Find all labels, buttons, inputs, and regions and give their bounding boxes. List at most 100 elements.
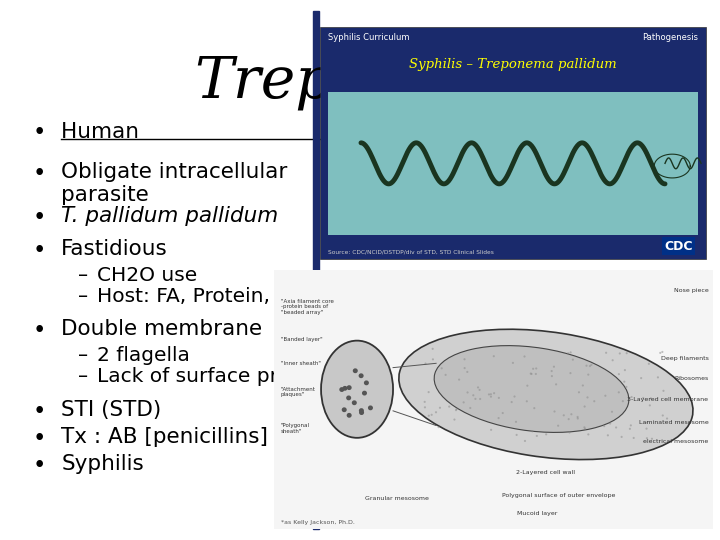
Text: –: –	[78, 367, 88, 386]
Ellipse shape	[630, 424, 632, 427]
Ellipse shape	[605, 352, 607, 354]
Text: T. pallidum pallidum: T. pallidum pallidum	[61, 206, 279, 226]
Ellipse shape	[432, 358, 434, 360]
Ellipse shape	[557, 424, 559, 427]
Ellipse shape	[343, 386, 348, 391]
Ellipse shape	[622, 400, 624, 402]
Ellipse shape	[660, 352, 662, 354]
Text: electrical mesosome: electrical mesosome	[643, 438, 708, 443]
Text: 2 flagella: 2 flagella	[97, 346, 190, 365]
Ellipse shape	[645, 422, 647, 424]
Ellipse shape	[583, 426, 585, 428]
Bar	[274, 270, 713, 529]
Text: –: –	[78, 266, 88, 285]
Ellipse shape	[551, 370, 553, 372]
Ellipse shape	[425, 362, 427, 365]
Text: Deep filaments: Deep filaments	[660, 356, 708, 361]
Ellipse shape	[631, 396, 633, 398]
Text: 2-Layered cell wall: 2-Layered cell wall	[516, 470, 575, 475]
Ellipse shape	[530, 373, 532, 375]
Ellipse shape	[607, 434, 609, 436]
Text: Syphilis: Syphilis	[61, 454, 144, 474]
Ellipse shape	[555, 383, 557, 386]
Ellipse shape	[359, 410, 364, 415]
Ellipse shape	[523, 355, 526, 357]
Text: –: –	[78, 287, 88, 306]
Ellipse shape	[431, 348, 433, 350]
Ellipse shape	[513, 395, 516, 397]
Ellipse shape	[488, 393, 490, 395]
Ellipse shape	[624, 381, 626, 383]
Ellipse shape	[342, 407, 347, 412]
Ellipse shape	[588, 433, 590, 435]
Text: •: •	[33, 206, 46, 230]
Ellipse shape	[448, 406, 450, 408]
Ellipse shape	[618, 373, 620, 375]
Ellipse shape	[359, 408, 364, 413]
Ellipse shape	[657, 376, 659, 379]
Ellipse shape	[516, 434, 518, 436]
Ellipse shape	[469, 407, 472, 409]
Ellipse shape	[439, 407, 441, 409]
Text: CDC: CDC	[664, 240, 693, 253]
Ellipse shape	[456, 408, 458, 410]
Ellipse shape	[535, 367, 537, 369]
Bar	[320, 27, 706, 259]
Text: "Attachment
plaques": "Attachment plaques"	[281, 387, 315, 397]
Ellipse shape	[368, 406, 373, 410]
Ellipse shape	[346, 385, 351, 390]
Text: •: •	[33, 122, 46, 145]
Ellipse shape	[464, 367, 466, 369]
Ellipse shape	[661, 351, 663, 353]
Ellipse shape	[584, 428, 586, 430]
Ellipse shape	[467, 392, 469, 394]
Text: •: •	[33, 239, 46, 262]
Bar	[328, 92, 698, 235]
Text: Laminated mesosome: Laminated mesosome	[639, 421, 708, 426]
Ellipse shape	[567, 418, 570, 420]
Ellipse shape	[618, 353, 621, 355]
Ellipse shape	[618, 392, 620, 394]
Ellipse shape	[428, 415, 430, 417]
Text: Fastidious: Fastidious	[61, 239, 168, 259]
Ellipse shape	[424, 406, 426, 408]
Ellipse shape	[662, 414, 664, 416]
Ellipse shape	[352, 400, 357, 405]
Ellipse shape	[535, 373, 537, 375]
Ellipse shape	[615, 427, 617, 429]
Ellipse shape	[524, 440, 526, 442]
Ellipse shape	[624, 369, 626, 371]
Ellipse shape	[551, 375, 553, 377]
Ellipse shape	[493, 392, 495, 394]
Text: Host: FA, Protein, enzymes: Host: FA, Protein, enzymes	[97, 287, 367, 306]
Text: •: •	[33, 400, 46, 423]
Ellipse shape	[492, 355, 495, 357]
Ellipse shape	[633, 437, 635, 439]
Ellipse shape	[570, 413, 572, 415]
Text: •: •	[33, 319, 46, 342]
Ellipse shape	[321, 341, 393, 438]
Ellipse shape	[346, 395, 351, 400]
Text: Tx : AB [penicillins]: Tx : AB [penicillins]	[61, 427, 268, 447]
Ellipse shape	[651, 437, 653, 440]
Ellipse shape	[498, 397, 500, 399]
Text: Ribosomes: Ribosomes	[674, 376, 708, 381]
Ellipse shape	[588, 374, 590, 376]
Ellipse shape	[526, 384, 528, 387]
Ellipse shape	[534, 407, 536, 409]
Text: STI (STD): STI (STD)	[61, 400, 161, 420]
Ellipse shape	[455, 409, 457, 411]
Ellipse shape	[603, 425, 606, 427]
Ellipse shape	[577, 416, 579, 418]
Text: Double membrane: Double membrane	[61, 319, 262, 339]
Ellipse shape	[531, 430, 534, 433]
Ellipse shape	[479, 389, 481, 391]
Ellipse shape	[479, 398, 481, 400]
Ellipse shape	[611, 359, 613, 361]
Text: Lack of surface proteins: Lack of surface proteins	[97, 367, 339, 386]
Ellipse shape	[593, 400, 595, 402]
Ellipse shape	[649, 404, 651, 407]
Ellipse shape	[578, 391, 580, 393]
Ellipse shape	[570, 352, 572, 354]
Ellipse shape	[629, 428, 631, 430]
